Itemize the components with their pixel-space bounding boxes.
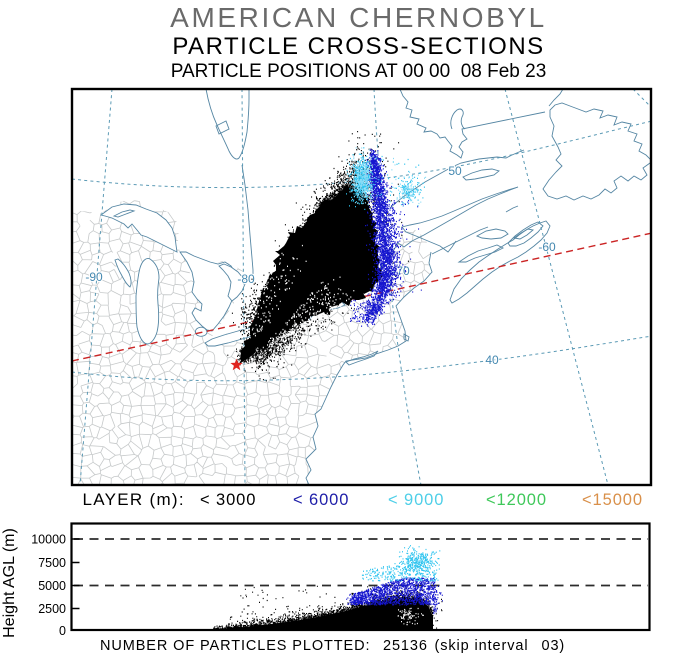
- svg-text:<15000: <15000: [582, 491, 643, 509]
- svg-text:-80: -80: [237, 272, 255, 286]
- svg-text:2500: 2500: [38, 602, 66, 616]
- svg-text:< 9000: < 9000: [388, 491, 444, 509]
- svg-text:LAYER (m):: LAYER (m):: [83, 490, 185, 509]
- svg-text:< 6000: < 6000: [293, 491, 349, 509]
- svg-text:< 3000: < 3000: [200, 491, 256, 509]
- svg-text:10000: 10000: [31, 533, 66, 547]
- svg-text:<12000: <12000: [486, 491, 547, 509]
- svg-text:0: 0: [59, 624, 66, 638]
- svg-text:-90: -90: [85, 270, 103, 284]
- svg-text:(skip interval: (skip interval: [435, 638, 529, 654]
- svg-text:50: 50: [448, 164, 462, 178]
- svg-text:5000: 5000: [38, 579, 66, 593]
- svg-text:40: 40: [485, 353, 499, 367]
- svg-text:03): 03): [542, 638, 566, 654]
- svg-text:NUMBER OF PARTICLES PLOTTED:: NUMBER OF PARTICLES PLOTTED:: [100, 638, 370, 654]
- svg-text:25136: 25136: [383, 638, 428, 654]
- svg-text:Height AGL (m): Height AGL (m): [1, 528, 18, 638]
- svg-text:7500: 7500: [38, 556, 66, 570]
- svg-text:-60: -60: [538, 240, 556, 254]
